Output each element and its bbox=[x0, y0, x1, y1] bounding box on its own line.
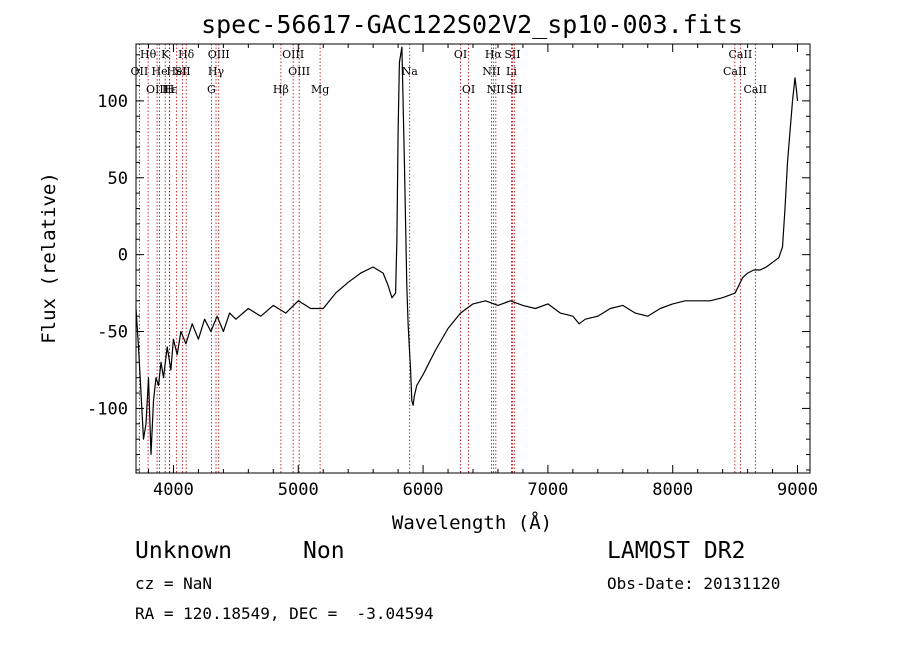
line-label-17: Na bbox=[402, 65, 419, 78]
line-label-24: NII bbox=[487, 83, 505, 96]
line-label-3: He bbox=[152, 65, 168, 78]
y-tick-label-3: 50 bbox=[108, 169, 128, 189]
coordinates: RA = 120.18549, DEC = -3.04594 bbox=[135, 604, 434, 623]
line-label-10: OIII bbox=[208, 48, 230, 61]
y-tick-label-0: -100 bbox=[87, 399, 128, 419]
line-label-16: Mg bbox=[311, 83, 329, 96]
line-label-7: Hδ bbox=[178, 48, 195, 61]
x-tick-label-1: 5000 bbox=[278, 480, 319, 500]
survey-label: LAMOST DR2 bbox=[607, 538, 746, 564]
line-label-11: Hγ bbox=[208, 65, 225, 78]
x-tick-label-2: 6000 bbox=[403, 480, 444, 500]
line-label-28: CaII bbox=[743, 83, 767, 96]
subclass-label: Non bbox=[303, 538, 345, 564]
class-label: Unknown bbox=[135, 538, 232, 564]
line-label-13: OIII bbox=[282, 48, 304, 61]
x-tick-label-5: 9000 bbox=[777, 480, 818, 500]
line-label-19: OI bbox=[462, 83, 475, 96]
line-label-12: G bbox=[207, 83, 216, 96]
line-label-21: SII bbox=[504, 48, 520, 61]
y-tick-label-2: 0 bbox=[118, 246, 128, 266]
line-label-2: OIII bbox=[146, 83, 168, 96]
plot-frame bbox=[135, 43, 811, 474]
line-label-20: Hα bbox=[485, 48, 503, 61]
chart-title: spec-56617-GAC122S02V2_sp10-003.fits bbox=[201, 10, 743, 39]
line-label-25: SII bbox=[506, 83, 522, 96]
line-label-9: H bbox=[165, 83, 175, 96]
cz-value: cz = NaN bbox=[135, 574, 213, 593]
line-label-15: Hβ bbox=[273, 83, 289, 96]
obs-date: Obs-Date: 20131120 bbox=[607, 574, 781, 593]
line-label-26: CaII bbox=[729, 48, 753, 61]
line-label-18: OI bbox=[454, 48, 467, 61]
line-label-8: SII bbox=[174, 65, 190, 78]
y-axis-label: Flux (relative) bbox=[38, 172, 60, 344]
x-tick-label-0: 4000 bbox=[153, 480, 194, 500]
line-label-23: Li bbox=[506, 65, 517, 78]
spectrum-series-0 bbox=[135, 46, 799, 456]
line-label-4: K bbox=[161, 48, 170, 61]
line-label-22: NII bbox=[482, 65, 500, 78]
y-tick-label-4: 100 bbox=[97, 92, 128, 112]
x-axis-label: Wavelength (Å) bbox=[392, 511, 552, 534]
x-tick-label-3: 7000 bbox=[527, 480, 568, 500]
line-label-1: OII bbox=[131, 65, 149, 78]
line-label-0: Hθ bbox=[140, 48, 157, 61]
line-label-27: CaII bbox=[723, 65, 747, 78]
line-label-6: HeI bbox=[166, 65, 186, 78]
x-tick-label-4: 8000 bbox=[652, 480, 693, 500]
line-label-14: OIII bbox=[288, 65, 310, 78]
y-tick-label-1: -50 bbox=[97, 323, 128, 343]
